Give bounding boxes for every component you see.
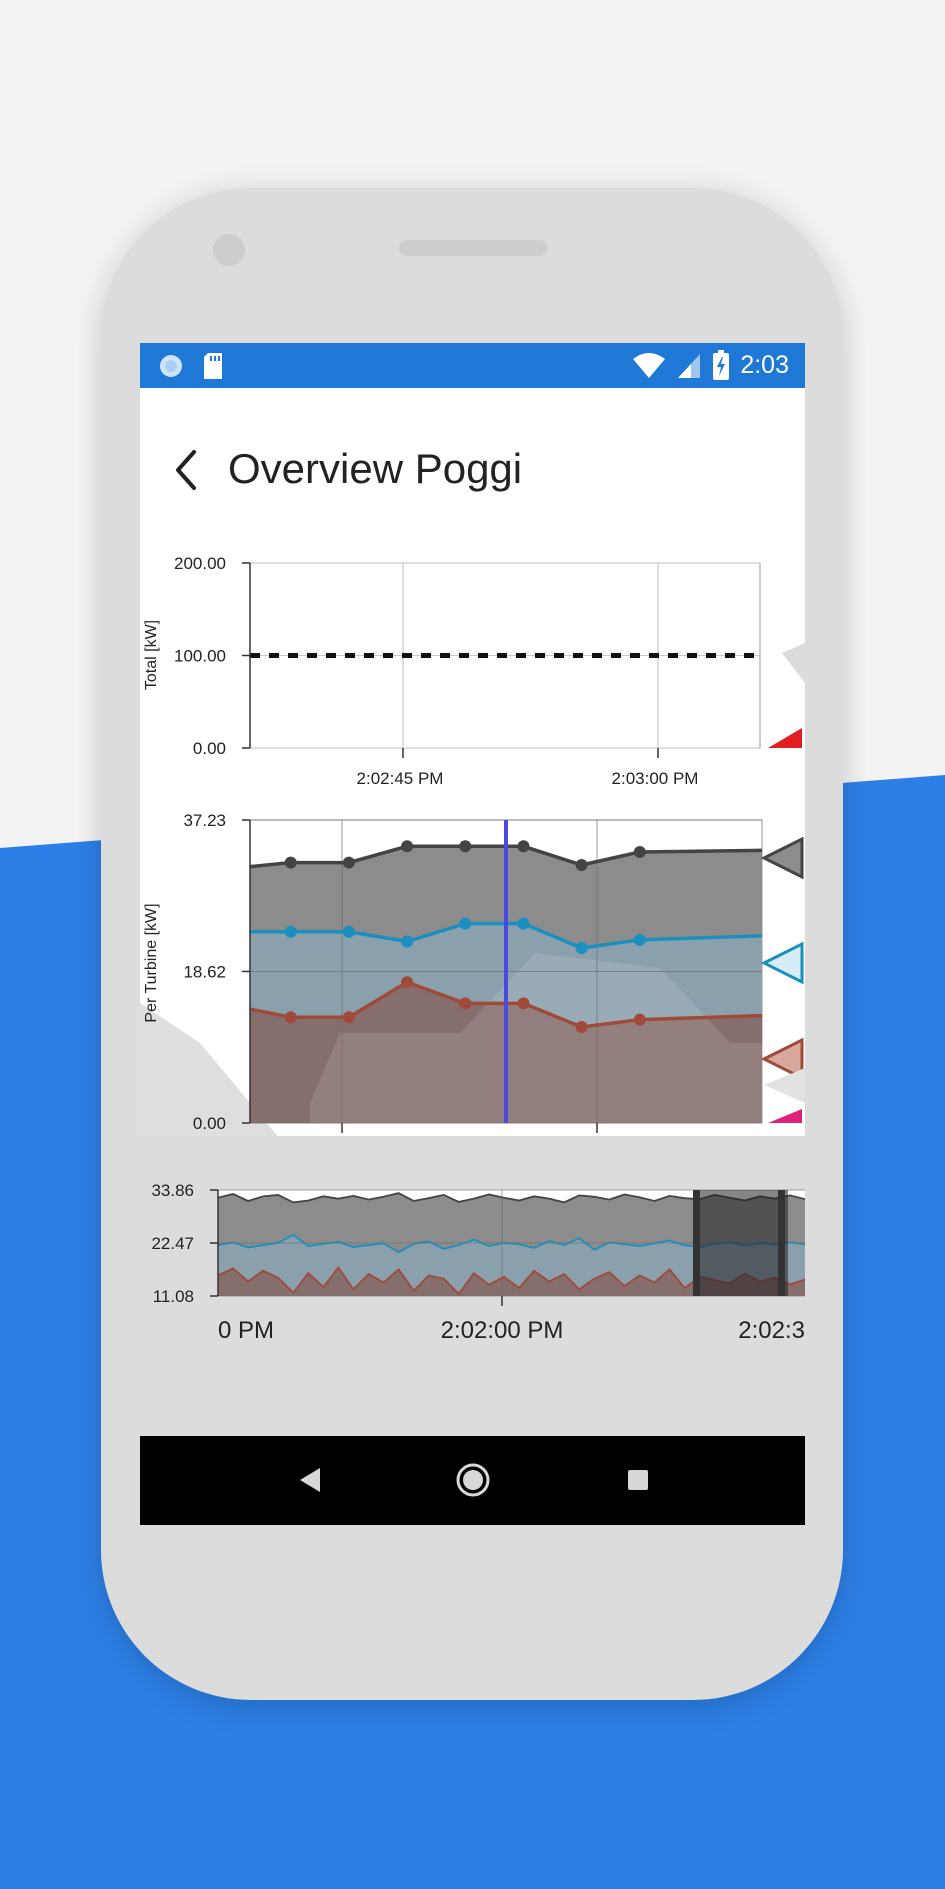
- per-turbine-point[interactable]: [284, 856, 297, 869]
- phone-camera: [213, 234, 245, 266]
- navigator-y-tick-label: 33.86: [151, 1181, 194, 1200]
- wifi-icon: [633, 353, 666, 378]
- per-turbine-point[interactable]: [401, 976, 414, 989]
- total-y-ticks: 200.00 100.00 0.00: [174, 554, 250, 758]
- per-turbine-y-ticks: 37.23 18.62 0.00: [183, 811, 250, 1133]
- nav-back-icon[interactable]: [288, 1458, 332, 1502]
- navigator-x-ticks: 0 PM 2:02:00 PM 2:02:3: [218, 1296, 805, 1344]
- per-turbine-point[interactable]: [342, 925, 355, 938]
- navigator-y-tick-label: 22.47: [151, 1234, 194, 1253]
- per-turbine-point[interactable]: [342, 1011, 355, 1024]
- per-turbine-point[interactable]: [633, 933, 646, 946]
- navigator-x-tick-label: 0 PM: [218, 1317, 274, 1344]
- sd-card-icon: [204, 353, 222, 379]
- navigator-x-tick-label: 2:02:00 PM: [441, 1317, 564, 1344]
- total-edge-shadow: [782, 643, 805, 683]
- total-chart[interactable]: 200.00 100.00 0.00 2:02:45 PM 2:03:00 PM To…: [143, 554, 805, 788]
- navigator-selection-window[interactable]: [696, 1190, 788, 1296]
- navigator-areas: [218, 1193, 805, 1296]
- nav-recents-icon[interactable]: [616, 1458, 660, 1502]
- status-time: 2:03: [740, 350, 789, 379]
- per-turbine-point[interactable]: [575, 942, 588, 955]
- per-turbine-points: [284, 840, 646, 1033]
- total-x-tick-label: 2:02:45 PM: [357, 769, 444, 788]
- per-turbine-point[interactable]: [401, 935, 414, 948]
- per-turbine-point[interactable]: [575, 859, 588, 872]
- battery-charging-icon: [713, 350, 730, 380]
- per-turbine-point[interactable]: [401, 840, 414, 853]
- charts-area: 200.00 100.00 0.00 2:02:45 PM 2:03:00 PM To…: [140, 554, 805, 1436]
- navigator-x-tick-label: 2:02:3: [738, 1317, 805, 1344]
- series-marker-dark[interactable]: [760, 836, 804, 880]
- phone-speaker: [399, 240, 547, 256]
- phone-screen: 2:03 Overview Poggi 200.00 100.00 0.00 2:0…: [140, 343, 805, 1525]
- per-turbine-point[interactable]: [517, 840, 530, 853]
- sync-icon: [160, 355, 182, 377]
- per-turbine-point[interactable]: [459, 997, 472, 1010]
- per-turbine-point[interactable]: [459, 917, 472, 930]
- series-marker-brown[interactable]: [760, 1037, 804, 1081]
- per-turbine-point[interactable]: [633, 845, 646, 858]
- nav-home-icon[interactable]: [451, 1458, 495, 1502]
- page-title: Overview Poggi: [228, 445, 523, 492]
- per-turbine-y-tick-label: 18.62: [183, 962, 226, 981]
- per-turbine-point[interactable]: [633, 1013, 646, 1026]
- navigator-chart[interactable]: 33.86 22.47 11.08 0 PM 2:02:00 PM 2:02:3: [140, 1136, 805, 1436]
- per-turbine-point[interactable]: [517, 917, 530, 930]
- per-turbine-point[interactable]: [284, 925, 297, 938]
- navigator-y-tick-label: 11.08: [153, 1287, 194, 1306]
- per-turbine-point[interactable]: [284, 1011, 297, 1024]
- series-marker-pink[interactable]: [768, 1109, 802, 1123]
- total-y-tick-label: 100.00: [174, 647, 226, 666]
- status-bar: 2:03: [140, 343, 805, 388]
- total-y-tick-label: 200.00: [174, 554, 226, 573]
- total-y-axis-label: Total [kW]: [143, 620, 160, 690]
- total-x-tick-label: 2:03:00 PM: [612, 769, 699, 788]
- per-turbine-point[interactable]: [342, 856, 355, 869]
- per-turbine-y-tick-label: 0.00: [193, 1114, 226, 1133]
- navigator-area-2: [218, 1267, 805, 1296]
- per-turbine-point[interactable]: [517, 997, 530, 1010]
- total-y-tick-label: 0.00: [193, 739, 226, 758]
- series-marker-blue[interactable]: [760, 941, 804, 985]
- background-decoration-overlay: [310, 953, 780, 1123]
- app-header: Overview Poggi: [140, 388, 805, 498]
- chart-edge-shadow: [764, 1068, 805, 1103]
- total-marker-red[interactable]: [768, 728, 802, 748]
- per-turbine-y-tick-label: 37.23: [183, 811, 226, 830]
- navigator-handle-right[interactable]: [778, 1190, 785, 1296]
- total-x-ticks: 2:02:45 PM 2:03:00 PM: [357, 748, 699, 788]
- navigator-y-ticks: 33.86 22.47 11.08: [151, 1181, 218, 1306]
- cell-signal-icon: [678, 354, 701, 378]
- per-turbine-point[interactable]: [575, 1020, 588, 1033]
- per-turbine-y-axis-label: Per Turbine [kW]: [143, 903, 160, 1022]
- per-turbine-point[interactable]: [459, 840, 472, 853]
- android-nav-bar: [140, 1436, 805, 1525]
- chevron-left-icon[interactable]: [172, 448, 200, 492]
- navigator-handle-left[interactable]: [693, 1190, 700, 1296]
